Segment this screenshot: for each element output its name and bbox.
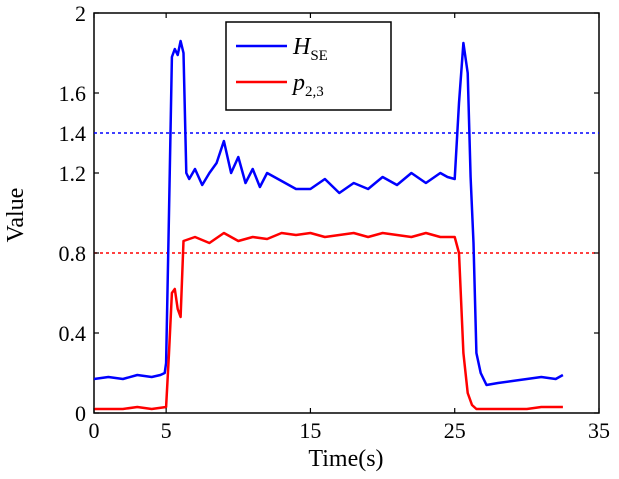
x-tick-label-3: 25	[444, 418, 466, 443]
threshold-label-0: 1.4	[59, 121, 87, 146]
legend-box	[225, 21, 392, 111]
x-tick-label-2: 15	[299, 418, 321, 443]
legend: HSE p2,3	[225, 21, 392, 111]
y-tick-label-4: 1.6	[59, 81, 87, 106]
y-tick-label-3: 1.2	[59, 161, 87, 186]
legend-label-hse-sub: SE	[310, 48, 328, 64]
series-line-1	[94, 231, 563, 411]
legend-label-p23-main: p	[291, 70, 305, 96]
x-tick-label-4: 35	[588, 418, 610, 443]
y-tick-label-5: 2	[75, 1, 86, 26]
legend-label-hse: HSE	[292, 34, 328, 64]
x-tick-label-1: 5	[161, 418, 172, 443]
legend-label-p23-sub: 2,3	[305, 84, 324, 100]
legend-label-hse-main: H	[292, 34, 312, 60]
x-axis-title: Time(s)	[308, 446, 383, 472]
series-line-0	[93, 39, 564, 387]
y-tick-label-0: 0	[75, 401, 86, 426]
y-tick-label-1: 0.4	[59, 321, 87, 346]
y-axis-title: Value	[3, 188, 29, 243]
legend-label-p23: p2,3	[291, 70, 324, 100]
y-tick-label-2: 0.8	[59, 241, 87, 266]
x-tick-label-0: 0	[89, 418, 100, 443]
